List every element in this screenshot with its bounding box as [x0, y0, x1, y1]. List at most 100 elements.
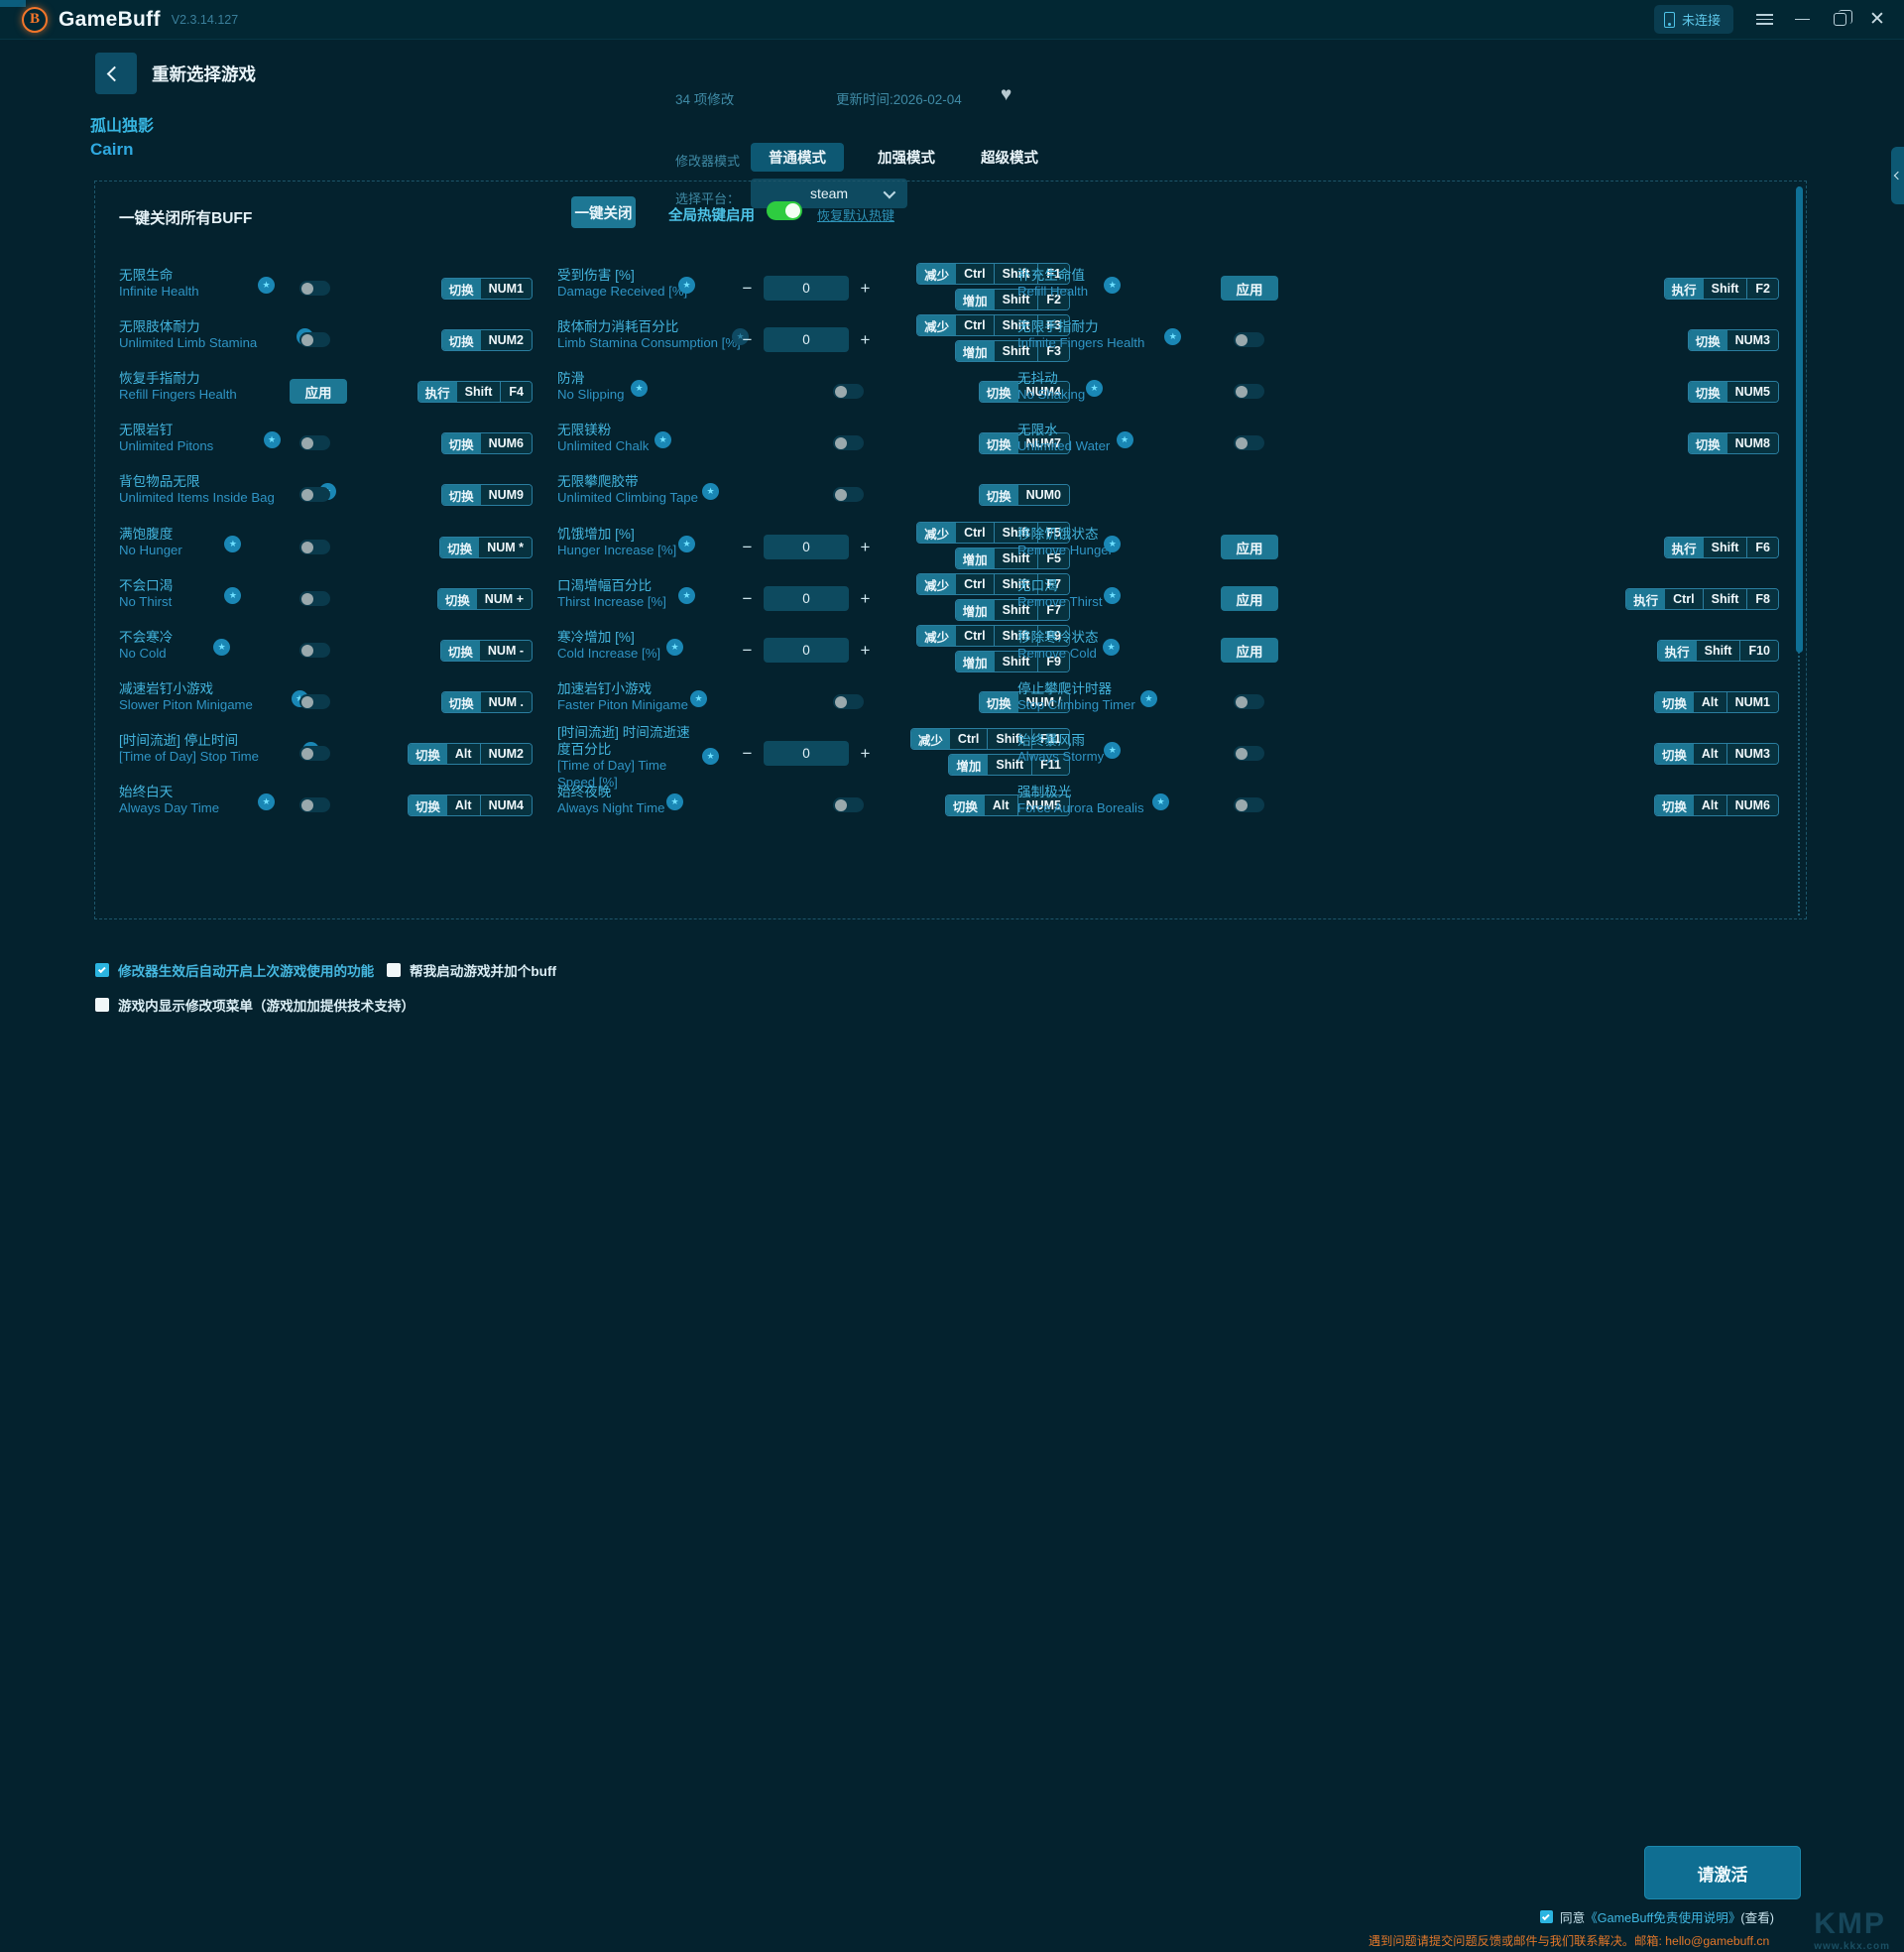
value-input[interactable]: 0 — [764, 741, 849, 766]
apply-button[interactable]: 应用 — [1221, 276, 1278, 301]
hotkey-keys[interactable]: Alt NUM6 — [1693, 795, 1778, 815]
hotkey-key[interactable]: F4 — [500, 382, 532, 402]
hotkey-binding[interactable]: 执行 Shift F4 — [416, 381, 533, 403]
hotkey-binding[interactable]: 切换 Alt NUM3 — [1653, 743, 1779, 765]
decrement-button[interactable]: − — [742, 329, 753, 349]
restore-icon[interactable] — [1821, 0, 1858, 40]
hotkey-keys[interactable]: Ctrl Shift F7 — [956, 574, 1069, 594]
checkbox-launch-game[interactable] — [387, 963, 401, 977]
favorite-star-icon[interactable]: ★ — [1139, 690, 1157, 707]
hotkey-keys[interactable]: NUM * — [479, 538, 532, 557]
hotkey-action-label[interactable]: 执行 — [1626, 589, 1666, 609]
hotkey-action-label[interactable]: 切换 — [440, 641, 480, 661]
checkbox-auto-enable[interactable] — [95, 963, 109, 977]
favorite-star-icon[interactable]: ★ — [213, 639, 231, 656]
hotkey-key[interactable]: Shift — [996, 758, 1024, 772]
hotkey-key[interactable]: NUM3 — [1726, 744, 1778, 764]
checkbox-row-launch-game[interactable]: 帮我启动游戏并加个buff — [387, 960, 556, 980]
hotkey-binding[interactable]: 切换 NUM + — [436, 588, 533, 610]
side-flyout-handle[interactable] — [1891, 147, 1904, 204]
cheat-toggle[interactable] — [299, 591, 330, 606]
hotkey-keys[interactable]: Shift F3 — [994, 341, 1069, 361]
value-input[interactable]: 0 — [764, 276, 849, 301]
checkbox-agree-terms[interactable] — [1540, 1910, 1553, 1923]
hotkey-key[interactable]: Alt — [1701, 695, 1719, 709]
reselect-game-label[interactable]: 重新选择游戏 — [152, 64, 256, 84]
hotkey-binding[interactable]: 切换 NUM6 — [440, 432, 533, 454]
hotkey-action-label[interactable]: 执行 — [1664, 538, 1704, 557]
hotkey-keys[interactable]: NUM3 — [1726, 330, 1778, 350]
favorite-star-icon[interactable]: ★ — [702, 748, 719, 765]
hotkey-binding[interactable]: 切换 Alt NUM5 — [944, 794, 1070, 816]
hotkey-key[interactable]: F9 — [1037, 626, 1069, 646]
hotkey-action-label[interactable]: 执行 — [1657, 641, 1697, 661]
hotkey-binding[interactable]: 切换 NUM7 — [978, 432, 1070, 454]
hotkey-keys[interactable]: Ctrl Shift F9 — [956, 626, 1069, 646]
number-stepper[interactable]: −0 + — [740, 327, 873, 352]
favorite-star-icon[interactable]: ★ — [1104, 587, 1122, 604]
hotkey-key[interactable]: NUM4 — [1025, 385, 1061, 399]
hotkey-keys[interactable]: Shift F6 — [1703, 538, 1778, 557]
hotkey-key[interactable]: Shift — [1002, 344, 1030, 358]
hotkey-key[interactable]: F5 — [1037, 549, 1069, 568]
hotkey-keys[interactable]: Shift F4 — [456, 382, 532, 402]
hotkey-keys[interactable]: NUM0 — [1017, 485, 1069, 505]
hotkey-key[interactable]: NUM7 — [1025, 436, 1061, 450]
hotkey-keys[interactable]: NUM + — [476, 589, 532, 609]
hotkey-keys[interactable]: NUM1 — [480, 279, 532, 299]
hotkey-binding[interactable]: 执行 Shift F10 — [1656, 640, 1779, 662]
number-stepper[interactable]: −0 + — [740, 638, 873, 663]
cheat-toggle[interactable] — [1234, 797, 1264, 812]
favorite-star-icon[interactable]: ★ — [631, 380, 648, 397]
global-hotkey-toggle[interactable] — [767, 201, 802, 220]
hotkey-key[interactable]: Shift — [1711, 541, 1739, 554]
cheat-toggle[interactable] — [1234, 746, 1264, 761]
close-icon[interactable]: ✕ — [1869, 9, 1885, 30]
favorite-star-icon[interactable]: ★ — [678, 277, 695, 294]
hotkey-binding[interactable]: 减少 Ctrl Shift F3 — [916, 314, 1070, 336]
hotkey-binding[interactable]: 切换 NUM1 — [440, 278, 533, 300]
apply-button[interactable]: 应用 — [290, 379, 347, 404]
hotkey-key[interactable]: NUM5 — [1016, 795, 1069, 815]
hotkey-binding[interactable]: 切换 NUM9 — [440, 484, 533, 506]
platform-select[interactable]: steam — [751, 179, 907, 208]
hotkey-action-label[interactable]: 减少 — [917, 315, 957, 335]
hotkey-key[interactable]: NUM8 — [1734, 436, 1770, 450]
hotkey-binding[interactable]: 切换 Alt NUM2 — [407, 743, 533, 765]
hotkey-key[interactable]: Ctrl — [964, 526, 986, 540]
hotkey-binding[interactable]: 减少 Ctrl Shift F11 — [909, 728, 1070, 750]
agree-link[interactable]: 《GameBuff免责使用说明》 — [1585, 1911, 1741, 1925]
hotkey-key[interactable]: F11 — [1031, 755, 1069, 775]
number-stepper[interactable]: −0 + — [740, 741, 873, 766]
hotkey-binding[interactable]: 切换 NUM * — [439, 537, 533, 558]
hotkey-keys[interactable]: Alt NUM3 — [1693, 744, 1778, 764]
hotkey-key[interactable]: Shift — [1704, 644, 1732, 658]
hotkey-keys[interactable]: Ctrl Shift F3 — [956, 315, 1069, 335]
hotkey-key[interactable]: Shift — [1002, 293, 1030, 306]
hotkey-binding[interactable]: 增加 Shift F2 — [954, 289, 1070, 310]
hotkey-binding[interactable]: 切换 NUM4 — [978, 381, 1070, 403]
hotkey-key[interactable]: NUM1 — [1726, 692, 1778, 712]
hotkey-keys[interactable]: Alt NUM4 — [446, 795, 532, 815]
hotkey-key[interactable]: Ctrl — [964, 577, 986, 591]
hotkey-action-label[interactable]: 增加 — [949, 755, 989, 775]
hotkey-key[interactable]: Alt — [992, 798, 1010, 812]
number-stepper[interactable]: −0 + — [740, 535, 873, 559]
hotkey-key[interactable]: Ctrl — [964, 318, 986, 332]
cheat-toggle[interactable] — [1234, 694, 1264, 709]
minimize-icon[interactable] — [1783, 0, 1821, 40]
hotkey-binding[interactable]: 切换 NUM - — [439, 640, 533, 662]
hotkey-action-label[interactable]: 增加 — [955, 652, 995, 671]
hotkey-action-label[interactable]: 增加 — [955, 290, 995, 309]
favorite-star-icon[interactable]: ★ — [654, 431, 671, 448]
hotkey-keys[interactable]: Ctrl Shift F11 — [949, 729, 1069, 749]
hotkey-keys[interactable]: Shift F5 — [994, 549, 1069, 568]
favorite-star-icon[interactable]: ★ — [258, 793, 275, 810]
hotkey-action-label[interactable]: 切换 — [440, 538, 480, 557]
hotkey-binding[interactable]: 切换 NUM8 — [1687, 432, 1779, 454]
hotkey-key[interactable]: F7 — [1037, 600, 1069, 620]
hotkey-binding[interactable]: 执行 Shift F2 — [1663, 278, 1779, 300]
hotkey-key[interactable]: Shift — [1002, 655, 1030, 669]
hotkey-action-label[interactable]: 切换 — [441, 279, 481, 299]
hotkey-key[interactable]: NUM3 — [1734, 333, 1770, 347]
